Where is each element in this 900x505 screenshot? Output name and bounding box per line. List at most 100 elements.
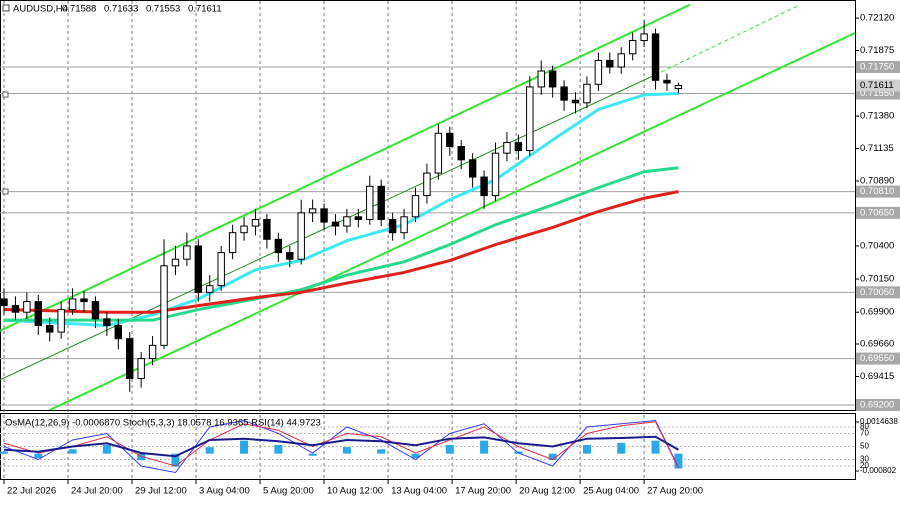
axes: AUDUSD,H4 OsMA(12,26,9) -0.0006870 Stoch… <box>2 4 900 497</box>
price-label-box <box>856 79 900 92</box>
candle-body <box>34 301 43 326</box>
candle-body <box>183 245 191 260</box>
level-label-box <box>856 61 900 74</box>
candle-body <box>594 59 603 85</box>
candle-body <box>0 298 8 307</box>
candle-body <box>320 208 328 223</box>
candle-body <box>526 86 534 152</box>
candle-body <box>617 53 625 68</box>
indicator-title: OsMA(12,26,9) -0.0006870 Stoch(5,3,3) 18… <box>5 418 321 429</box>
level-label: 0.70050 <box>860 287 894 298</box>
osc-tick-label: 30 <box>860 455 869 464</box>
osma-bar <box>582 444 591 454</box>
candle-body <box>68 298 77 311</box>
osma-bar <box>445 444 454 454</box>
candle-body <box>457 146 465 161</box>
osma-bar <box>240 440 249 454</box>
osma-bar <box>480 440 489 454</box>
trendline <box>48 32 855 410</box>
level-label: 0.70650 <box>860 207 894 218</box>
line-marker <box>2 91 9 98</box>
osma-bar <box>617 442 626 454</box>
candle-body <box>583 83 591 104</box>
candle-body <box>11 305 20 313</box>
level-label: 0.70810 <box>860 186 894 197</box>
osc-tick-label: 70 <box>860 429 869 438</box>
symbol: AUDUSD,H4 <box>13 4 68 15</box>
indicator <box>0 419 855 474</box>
osma-tick-label: -0.000802 <box>860 466 897 475</box>
candle-body <box>434 132 443 174</box>
candle-body <box>331 221 340 227</box>
x-tick-label: 29 Jul 12:00 <box>135 486 187 497</box>
candle-body <box>343 216 351 227</box>
candle-body <box>423 172 431 197</box>
candle-body <box>537 70 545 88</box>
y-tick-label: 0.69415 <box>860 371 894 382</box>
y-tick-label: 0.71380 <box>860 111 894 122</box>
osma-bar <box>102 444 111 454</box>
y-tick-label: 0.70400 <box>860 240 894 251</box>
candle-body <box>366 185 374 220</box>
osma-bar <box>137 453 146 461</box>
candle-body <box>80 298 88 303</box>
x-tick-label: 3 Aug 04:00 <box>199 486 250 497</box>
header-value: 0.71588 <box>62 4 96 15</box>
grid <box>3 1 645 479</box>
candle-body <box>148 344 157 360</box>
osma-bar <box>548 453 557 461</box>
candle-body <box>400 216 408 234</box>
osma-bar <box>342 447 351 454</box>
trendline <box>654 4 801 76</box>
y-tick-label: 0.70890 <box>860 176 894 187</box>
candle-body <box>23 301 31 313</box>
osma-bar <box>0 451 9 454</box>
level-label-box <box>856 398 900 411</box>
candle-body <box>57 309 65 333</box>
osc-tick-label: 80 <box>860 422 869 431</box>
level-label-box <box>856 352 900 365</box>
osma-tick-label: 0.0014638 <box>860 417 898 426</box>
moving-average <box>4 166 679 322</box>
osma-bar <box>377 449 386 454</box>
level-label-box <box>856 286 900 299</box>
trendline <box>0 3 691 332</box>
candle-body <box>251 218 260 227</box>
level-label: 0.71750 <box>860 62 894 73</box>
candle-body <box>491 152 500 197</box>
candle-body <box>160 265 168 346</box>
candle-body <box>411 195 420 218</box>
candle-body <box>91 301 100 320</box>
osma-bar <box>205 447 214 454</box>
candle-body <box>354 216 363 220</box>
candle-body <box>217 252 225 287</box>
x-tick-label: 27 Aug 20:00 <box>647 486 703 497</box>
y-tick-label: 0.69900 <box>860 307 894 318</box>
header-value: 0.71611 <box>188 4 222 15</box>
candle-body <box>514 142 523 152</box>
osma-bar <box>171 453 180 467</box>
line-marker <box>2 188 9 195</box>
level-label-box <box>856 185 900 198</box>
plot <box>0 3 855 410</box>
plot-frame <box>0 0 856 411</box>
x-tick-label: 10 Aug 12:00 <box>327 486 383 497</box>
osma-bar <box>308 453 317 456</box>
candle-body <box>571 99 580 104</box>
oscillator-line <box>3 419 679 474</box>
candle-body <box>377 185 385 220</box>
candle-body <box>286 252 294 260</box>
osc-tick-label: 50 <box>860 442 869 451</box>
y-tick-label: 0.71135 <box>860 143 894 154</box>
candle-body <box>663 79 671 84</box>
osma-bar <box>674 453 683 469</box>
price-label: 0.71611 <box>860 80 894 91</box>
candle-body <box>46 324 54 333</box>
candle-body <box>548 70 557 88</box>
x-tick-label: 22 Jul 2026 <box>7 486 56 497</box>
candle-body <box>503 142 511 154</box>
candle-body <box>388 218 397 234</box>
candle-body <box>206 285 214 293</box>
